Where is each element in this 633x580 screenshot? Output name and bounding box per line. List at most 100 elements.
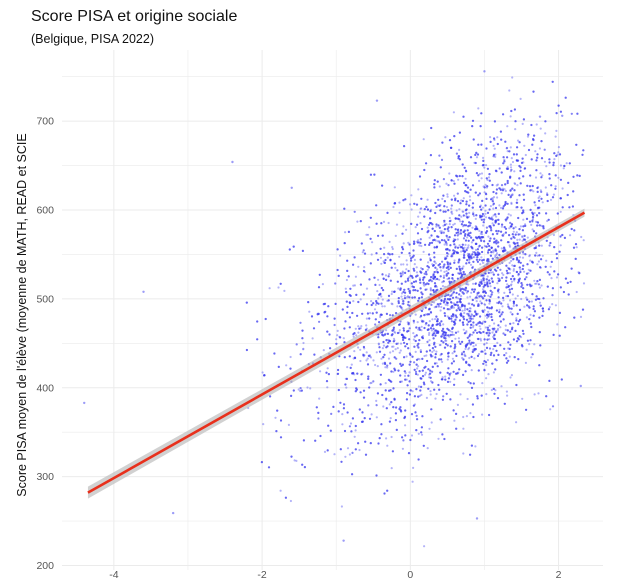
data-point: [502, 234, 505, 237]
data-point: [483, 191, 486, 194]
data-point: [403, 341, 406, 344]
data-point: [491, 197, 494, 200]
data-point: [401, 308, 404, 311]
data-point: [536, 254, 539, 257]
data-point: [407, 279, 410, 282]
data-point: [523, 238, 527, 241]
data-point: [533, 211, 536, 215]
data-point: [546, 219, 549, 223]
data-point: [552, 233, 556, 237]
data-point: [429, 327, 433, 330]
data-point: [409, 438, 412, 442]
data-point: [388, 340, 392, 343]
data-point: [515, 270, 518, 273]
data-point: [427, 368, 430, 371]
data-point: [393, 202, 397, 205]
data-point: [400, 380, 403, 383]
data-point: [479, 327, 482, 330]
data-point: [479, 300, 482, 303]
data-point: [470, 236, 473, 239]
data-point: [441, 285, 445, 288]
data-point: [485, 193, 488, 196]
data-point: [492, 249, 495, 252]
data-point: [459, 301, 462, 304]
data-point: [336, 372, 339, 376]
data-point: [535, 282, 538, 285]
data-point: [488, 244, 491, 248]
data-point: [443, 228, 446, 231]
data-point: [534, 204, 537, 207]
data-point: [409, 203, 412, 206]
data-point: [516, 294, 519, 297]
data-point: [513, 236, 516, 240]
data-point: [507, 193, 510, 196]
data-point: [448, 374, 451, 377]
data-point: [369, 382, 372, 385]
data-point: [376, 365, 379, 368]
data-point: [490, 216, 494, 219]
data-point: [478, 252, 481, 255]
data-point: [444, 339, 447, 342]
data-point: [458, 319, 462, 322]
data-point: [499, 206, 503, 209]
data-point: [458, 131, 461, 134]
data-point: [401, 436, 404, 439]
data-point: [443, 200, 446, 203]
data-point: [505, 272, 509, 275]
data-point: [358, 448, 361, 452]
data-point: [447, 355, 450, 358]
data-point: [342, 337, 345, 340]
data-point: [501, 276, 504, 279]
data-point: [341, 413, 344, 416]
data-point: [532, 90, 535, 93]
data-point: [345, 278, 348, 282]
data-point: [401, 273, 404, 276]
data-point: [492, 329, 495, 332]
data-point: [553, 152, 556, 155]
data-point: [445, 223, 448, 226]
data-point: [510, 237, 513, 240]
data-point: [420, 433, 424, 436]
data-point: [496, 196, 499, 199]
data-point: [495, 330, 498, 334]
data-point: [531, 218, 535, 221]
data-point: [511, 264, 514, 267]
data-point: [513, 242, 517, 245]
data-point: [393, 339, 396, 342]
data-point: [439, 230, 442, 233]
data-point: [365, 351, 368, 354]
data-point: [557, 104, 560, 107]
data-point: [359, 298, 362, 301]
data-point: [467, 215, 470, 218]
data-point: [418, 244, 421, 247]
data-point: [519, 268, 522, 271]
data-point: [450, 204, 453, 207]
data-point: [512, 241, 515, 244]
data-point: [428, 253, 431, 256]
data-point: [443, 346, 447, 349]
data-point: [301, 337, 304, 340]
data-point: [494, 368, 497, 371]
data-point: [289, 367, 292, 370]
data-point: [490, 313, 493, 316]
data-point: [390, 302, 393, 305]
data-point: [497, 353, 500, 356]
data-point: [488, 179, 491, 182]
data-point: [538, 212, 541, 215]
data-point: [489, 295, 492, 298]
data-point: [494, 155, 497, 158]
data-point: [472, 324, 475, 327]
data-point: [418, 241, 421, 244]
data-point: [493, 147, 496, 150]
data-point: [524, 223, 527, 226]
data-point: [443, 270, 446, 273]
data-point: [451, 296, 455, 299]
data-point: [511, 160, 515, 164]
data-point: [427, 333, 431, 336]
data-point: [494, 368, 497, 371]
data-point: [468, 302, 471, 305]
data-point: [269, 395, 272, 398]
data-point: [490, 229, 493, 232]
data-point: [535, 123, 538, 126]
data-point: [406, 277, 410, 280]
